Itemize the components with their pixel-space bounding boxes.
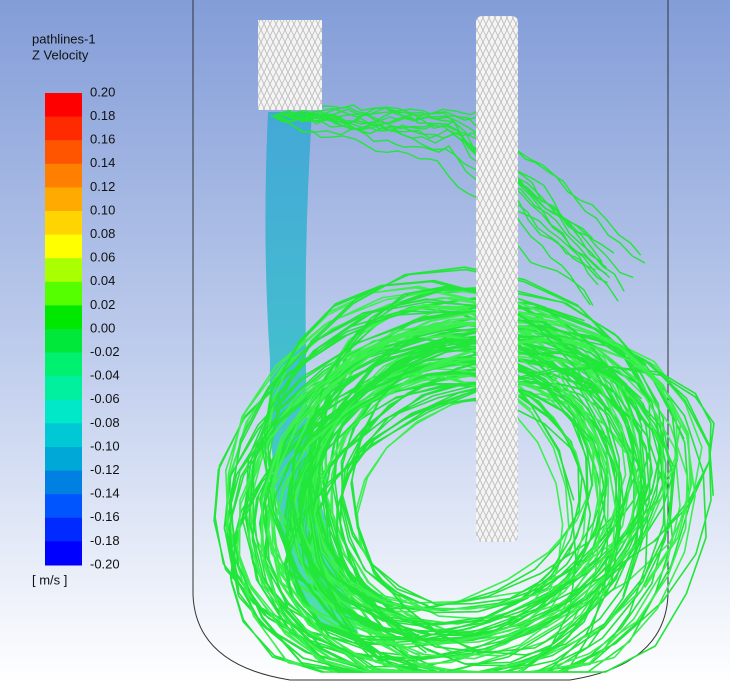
colorbar-label: 0.08 xyxy=(90,226,115,241)
colorbar-segment xyxy=(45,258,82,282)
colorbar-segment xyxy=(45,400,82,424)
colorbar-segment xyxy=(45,235,82,259)
colorbar-label: -0.02 xyxy=(90,344,120,359)
colorbar-label: -0.10 xyxy=(90,438,120,453)
colorbar-segment xyxy=(45,541,82,565)
inlet-pipe xyxy=(258,20,322,110)
colorbar-label: -0.20 xyxy=(90,556,120,571)
colorbar-label: 0.14 xyxy=(90,155,115,170)
colorbar-label: 0.10 xyxy=(90,202,115,217)
colorbar-label: 0.12 xyxy=(90,179,115,194)
colorbar-label: 0.16 xyxy=(90,132,115,147)
colorbar-segment xyxy=(45,93,82,117)
colorbar-label: -0.06 xyxy=(90,391,120,406)
colorbar-segment xyxy=(45,117,82,141)
colorbar-label: 0.18 xyxy=(90,108,115,123)
colorbar-segment xyxy=(45,140,82,164)
colorbar-segment xyxy=(45,282,82,306)
scene: 0.20 0.18 0.16 0.14 0.12 0.10 0.08 0.06 0.04 0.02… xyxy=(0,0,730,684)
colorbar-segment xyxy=(45,447,82,471)
colorbar-label: -0.08 xyxy=(90,415,120,430)
colorbar-label: 0.06 xyxy=(90,250,115,265)
colorbar-segment xyxy=(45,423,82,447)
background xyxy=(0,0,730,684)
colorbar-segment xyxy=(45,494,82,518)
outlet-pipe xyxy=(476,16,518,542)
colorbar-label: 0.04 xyxy=(90,273,115,288)
colorbar-label: -0.16 xyxy=(90,509,120,524)
colorbar-label: -0.14 xyxy=(90,486,120,501)
colorbar-label: 0.00 xyxy=(90,320,115,335)
colorbar-label: -0.18 xyxy=(90,533,120,548)
colorbar-segment xyxy=(45,164,82,188)
legend-title: pathlines-1 xyxy=(32,31,96,46)
colorbar-segment xyxy=(45,518,82,542)
colorbar-segment xyxy=(45,187,82,211)
colorbar-segment xyxy=(45,376,82,400)
legend-unit: [ m/s ] xyxy=(32,572,67,587)
page: 0.20 0.18 0.16 0.14 0.12 0.10 0.08 0.06 0.04 0.02… xyxy=(0,0,730,684)
colorbar-label: -0.12 xyxy=(90,462,120,477)
legend-subtitle: Z Velocity xyxy=(32,47,89,62)
colorbar-segment xyxy=(45,353,82,377)
colorbar-segment xyxy=(45,471,82,495)
colorbar-segment xyxy=(45,305,82,329)
colorbar-label: -0.04 xyxy=(90,368,120,383)
colorbar-label: 0.20 xyxy=(90,84,115,99)
colorbar-segment xyxy=(45,211,82,235)
colorbar-label: 0.02 xyxy=(90,297,115,312)
colorbar-segment xyxy=(45,329,82,353)
